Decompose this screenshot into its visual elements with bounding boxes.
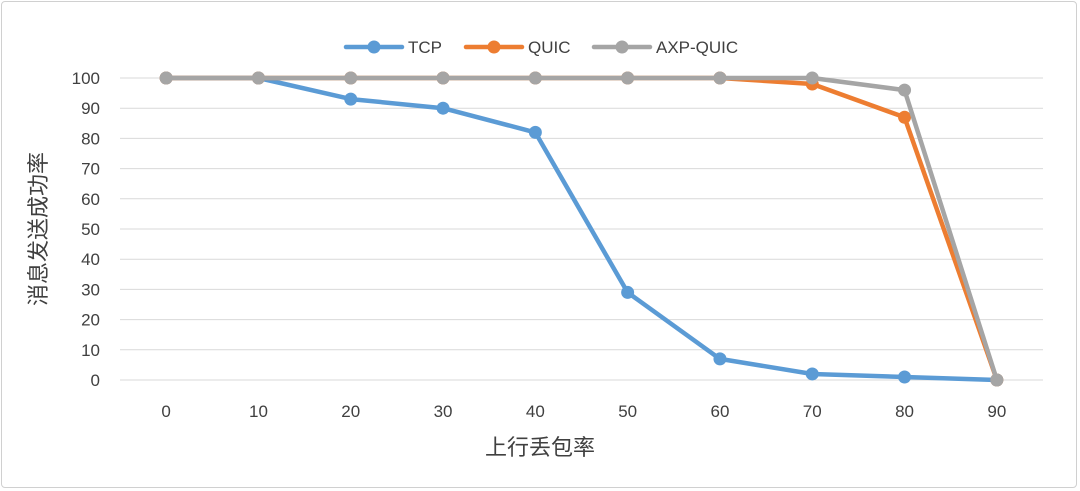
x-tick-label: 30 (434, 402, 453, 421)
x-tick-label: 20 (341, 402, 360, 421)
x-tick-labels: 0 10 20 30 40 50 60 70 80 90 (161, 402, 1006, 421)
x-tick-label: 50 (618, 402, 637, 421)
y-tick-label: 90 (81, 99, 100, 118)
data-point (159, 71, 173, 85)
data-point (805, 367, 819, 381)
y-tick-label: 10 (81, 341, 100, 360)
x-tick-label: 0 (161, 402, 170, 421)
legend-item-axp-quic: AXP-QUIC (591, 38, 738, 57)
data-point (621, 71, 635, 85)
series-lines (159, 71, 1004, 387)
y-tick-label: 70 (81, 160, 100, 179)
legend-marker (487, 40, 501, 54)
data-point (436, 101, 450, 115)
gridlines (120, 77, 1043, 381)
series-axp-quic (159, 71, 1004, 387)
data-point (805, 71, 819, 85)
data-point (713, 352, 727, 366)
data-point (344, 92, 358, 106)
x-tick-label: 60 (710, 402, 729, 421)
data-point (436, 71, 450, 85)
y-tick-label: 80 (81, 129, 100, 148)
y-tick-label: 60 (81, 190, 100, 209)
y-tick-label: 40 (81, 250, 100, 269)
data-point (990, 373, 1004, 387)
data-point (528, 125, 542, 139)
data-point (713, 71, 727, 85)
legend-marker (615, 40, 629, 54)
data-point (898, 110, 912, 124)
data-point (621, 285, 635, 299)
y-tick-label: 30 (81, 280, 100, 299)
data-point (344, 71, 358, 85)
series-line (163, 75, 1000, 383)
y-tick-label: 20 (81, 311, 100, 330)
legend-label: QUIC (528, 38, 571, 57)
legend-marker (367, 40, 381, 54)
x-tick-label: 10 (249, 402, 268, 421)
x-tick-label: 80 (895, 402, 914, 421)
x-tick-label: 90 (987, 402, 1006, 421)
data-point (251, 71, 265, 85)
x-axis-title: 上行丢包率 (485, 435, 595, 460)
legend-item-tcp: TCP (343, 38, 442, 57)
x-tick-label: 40 (526, 402, 545, 421)
legend: TCP QUIC AXP-QUIC (343, 38, 738, 57)
series-line (163, 75, 1000, 383)
data-point (528, 71, 542, 85)
data-point (898, 370, 912, 384)
legend-item-quic: QUIC (463, 38, 571, 57)
legend-label: TCP (408, 38, 442, 57)
y-tick-label: 0 (91, 371, 100, 390)
y-tick-labels: 0 10 20 30 40 50 60 70 80 90 100 (72, 69, 100, 390)
data-point (898, 83, 912, 97)
x-tick-label: 70 (803, 402, 822, 421)
y-tick-label: 50 (81, 220, 100, 239)
legend-label: AXP-QUIC (656, 38, 738, 57)
y-axis-title: 消息发送成功率 (26, 152, 51, 306)
y-tick-label: 100 (72, 69, 100, 88)
